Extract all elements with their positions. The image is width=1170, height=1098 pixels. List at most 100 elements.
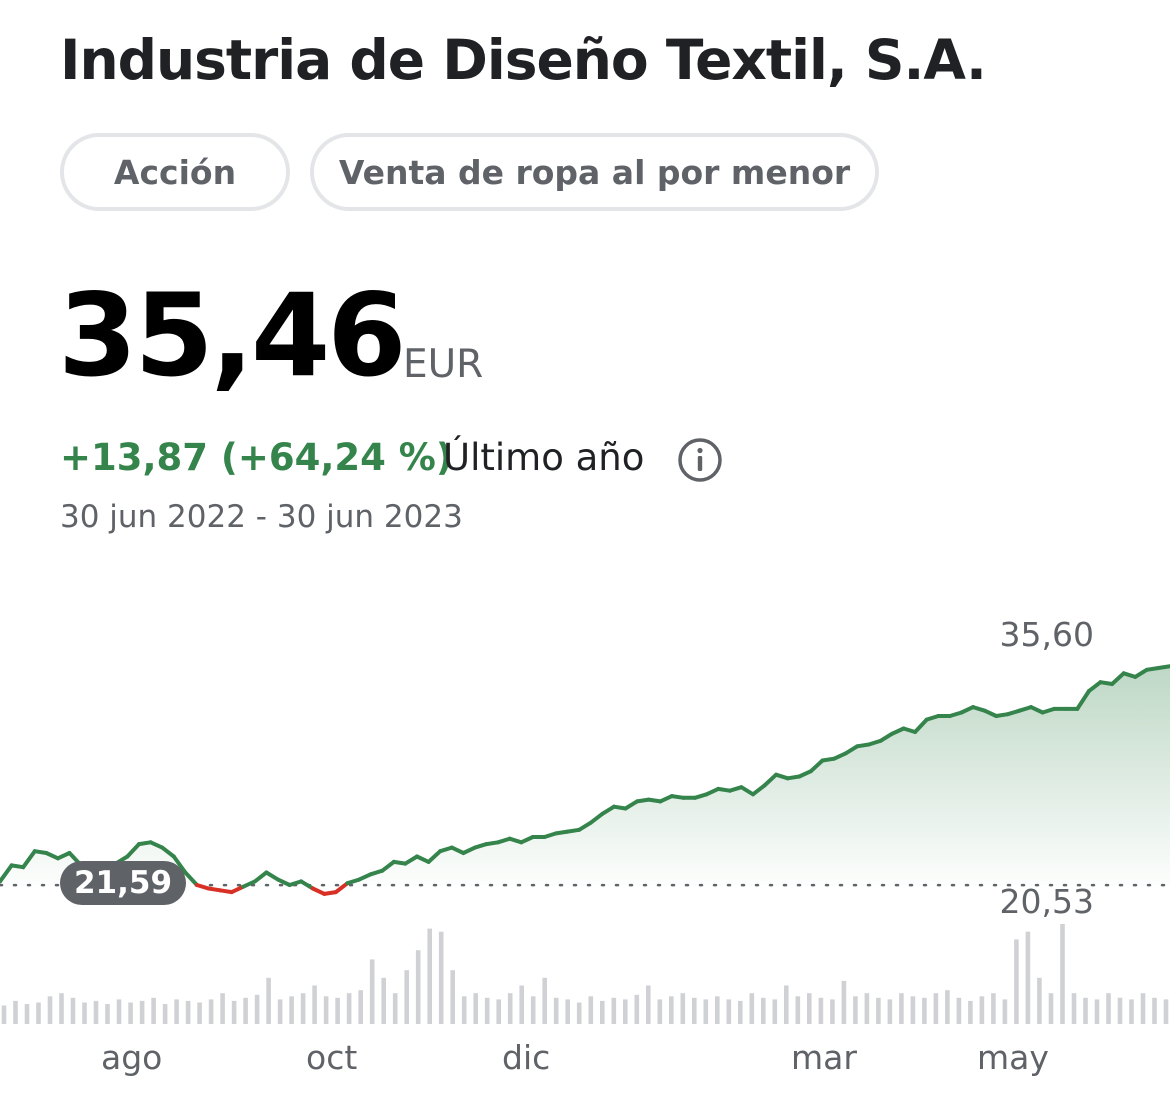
price-line-segment: [843, 744, 860, 756]
volume-bar: [427, 928, 432, 1024]
volume-bar: [588, 996, 594, 1024]
volume-bar: [231, 1000, 237, 1024]
price-line-segment: [496, 836, 512, 845]
price-line-segment: [693, 792, 709, 800]
price-line-segment: [1156, 664, 1170, 670]
volume-bar: [853, 996, 858, 1024]
volume-bar: [335, 997, 340, 1024]
volume-bars: [1, 924, 1169, 1024]
price-line-segment: [252, 870, 269, 884]
info-circle-icon[interactable]: [677, 437, 723, 483]
volume-bar: [174, 999, 179, 1024]
volume-bar: [243, 997, 248, 1024]
volume-bar: [105, 1004, 110, 1024]
price-line-segment: [21, 849, 37, 870]
baseline-badge: 21,59: [60, 861, 186, 905]
price-line-segment: [44, 851, 60, 861]
volume-bar: [277, 999, 283, 1024]
volume-bar: [692, 997, 697, 1024]
price-line-segment: [1040, 706, 1057, 715]
price-line-segment: [461, 845, 477, 855]
price-line-segment: [797, 769, 813, 779]
price-line-segment: [380, 859, 396, 873]
volume-bar: [795, 996, 801, 1024]
volume-bar: [933, 993, 939, 1024]
volume-bar: [680, 993, 686, 1024]
price-line-segment: [878, 731, 894, 743]
volume-bar: [208, 999, 214, 1024]
price-line-segment: [600, 804, 616, 816]
price-line-segment: [774, 772, 790, 781]
price-line-segment: [727, 785, 744, 793]
volume-bar: [623, 999, 628, 1024]
price-line-segment: [357, 872, 373, 882]
volume-bar: [346, 993, 352, 1024]
price-line-segment: [1121, 671, 1138, 679]
volume-bar: [404, 970, 409, 1024]
volume-bar: [910, 996, 916, 1024]
low-label: 20,53: [999, 882, 1094, 921]
price-line-segment: [55, 851, 72, 861]
volume-bar: [669, 996, 674, 1024]
price-line-segment: [901, 726, 918, 734]
price-line-segment: [415, 854, 431, 864]
price-line-segment: [148, 840, 165, 850]
volume-bar: [312, 985, 317, 1024]
volume-bar: [784, 985, 789, 1024]
date-range: 30 jun 2022 - 30 jun 2023: [60, 499, 463, 535]
volume-bar: [415, 950, 421, 1024]
price-line-segment: [982, 708, 999, 718]
price-line-segment: [808, 758, 825, 774]
price-line-segment: [299, 879, 315, 891]
volume-bar: [1106, 993, 1111, 1024]
volume-bar: [507, 993, 513, 1024]
price-line-segment: [160, 845, 176, 859]
price-line-segment: [924, 714, 941, 722]
volume-bar: [1129, 999, 1134, 1024]
volume-bar: [323, 996, 329, 1024]
price-line-segment: [333, 881, 350, 895]
price-line-segment: [473, 842, 489, 850]
price-line-segment: [276, 877, 292, 887]
volume-bar: [82, 1002, 87, 1024]
price-line-segment: [751, 783, 767, 797]
price-change: +13,87 (+64,24 %): [60, 436, 453, 479]
volume-bar: [1163, 999, 1169, 1024]
month-label-oct: oct: [306, 1038, 358, 1077]
company-name: Industria de Diseño Textil, S.A.: [60, 28, 987, 92]
chip-stock[interactable]: Acción: [60, 133, 290, 211]
volume-bar: [1152, 997, 1157, 1024]
volume-bar: [116, 999, 122, 1024]
volume-bar: [1083, 997, 1088, 1024]
volume-bar: [369, 959, 375, 1024]
volume-bar: [922, 997, 927, 1024]
volume-bar: [968, 1000, 973, 1024]
volume-bar: [1117, 997, 1123, 1024]
chip-industry[interactable]: Venta de ropa al por menor: [310, 133, 879, 211]
price-line-segment: [171, 854, 188, 875]
volume-bar: [13, 1000, 18, 1024]
volume-bar: [197, 1002, 202, 1024]
price-chart[interactable]: [0, 570, 1170, 1040]
price-line-segment: [183, 870, 199, 887]
price-line-segment: [1029, 705, 1045, 715]
volume-bar: [254, 994, 260, 1024]
volume-bar: [956, 997, 962, 1024]
volume-bar: [565, 999, 570, 1024]
volume-bar: [726, 999, 732, 1024]
price-line-segment: [971, 705, 987, 713]
volume-bar: [128, 1002, 133, 1024]
volume-bar: [703, 999, 709, 1024]
price-line-segment: [1075, 689, 1091, 711]
volume-bar: [289, 996, 294, 1024]
price-line-segment: [310, 886, 327, 896]
price-line-segment: [959, 705, 976, 715]
price-area: [0, 666, 1170, 894]
price-line-segment: [588, 811, 605, 825]
price-line-segment: [658, 794, 674, 804]
price-line-segment: [704, 786, 721, 797]
volume-bar: [300, 993, 306, 1024]
volume-bar: [876, 997, 881, 1024]
price-line-segment: [832, 751, 848, 761]
month-label-may: may: [977, 1038, 1049, 1077]
